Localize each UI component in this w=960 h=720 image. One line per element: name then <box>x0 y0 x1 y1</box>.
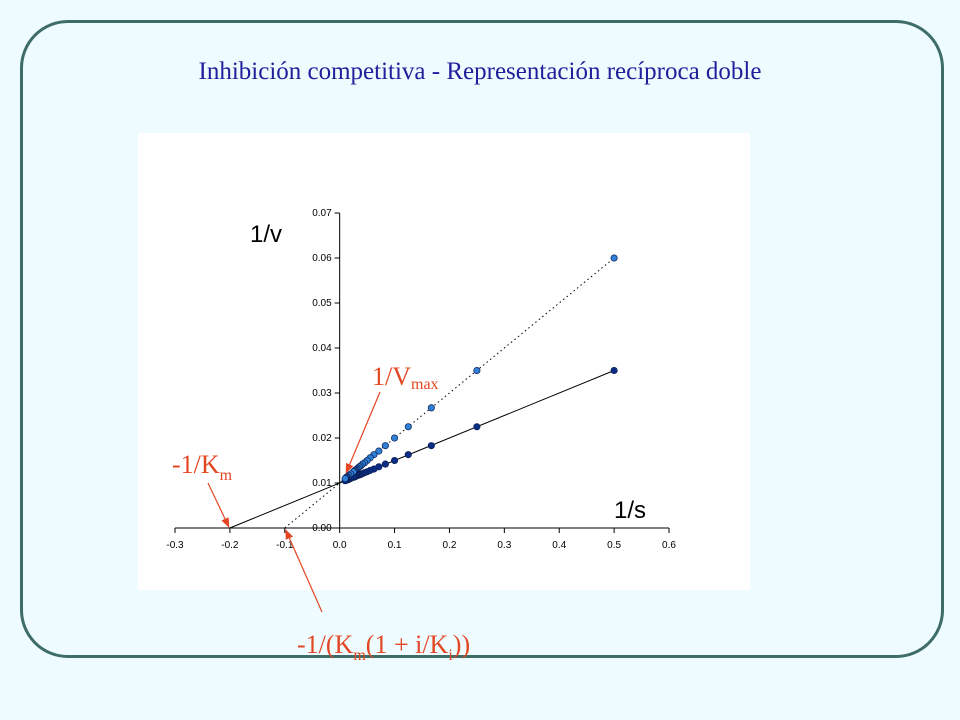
series-1-point <box>381 460 389 468</box>
plot-background <box>138 133 750 590</box>
annotation-apparent-km: -1/(Km(1 + i/Ki)) <box>297 630 470 664</box>
x-tick-label: -0.2 <box>221 540 239 551</box>
x-axis-title: 1/s <box>614 497 646 524</box>
x-tick-label: -0.1 <box>276 540 294 551</box>
x-tick-label: 0.5 <box>607 540 621 551</box>
arrow-vmax <box>345 391 381 474</box>
series-1-point <box>473 423 481 431</box>
slide-title: Inhibición competitiva - Representación … <box>198 58 762 85</box>
series-1-point <box>391 456 399 465</box>
series-2-point <box>404 423 412 431</box>
series-2-point <box>427 404 435 412</box>
series-1-line <box>229 370 615 529</box>
x-tick-label: 0.4 <box>552 540 566 551</box>
x-tick-label: 0.2 <box>442 540 456 551</box>
series-2-point <box>391 434 399 442</box>
annotation-vmax: 1/Vmax <box>372 362 439 393</box>
y-tick-label: 0.01 <box>312 478 332 489</box>
y-tick-label: 0.00 <box>312 523 332 534</box>
y-tick-label: 0.03 <box>312 388 332 399</box>
x-tick-label: 0.0 <box>333 540 347 551</box>
y-axis-title: 1/v <box>250 221 282 248</box>
y-tick-label: 0.05 <box>312 298 332 309</box>
arrow-km <box>207 482 230 528</box>
annotation-km: -1/Km <box>172 450 233 484</box>
series-2-point <box>375 447 383 455</box>
x-tick-label: -0.3 <box>166 540 184 551</box>
slide-frame <box>20 20 944 658</box>
series-2-point <box>341 474 349 483</box>
series-2-point <box>473 366 481 375</box>
y-tick-label: 0.04 <box>312 343 332 354</box>
x-tick-label: 0.6 <box>662 540 676 551</box>
x-tick-label: 0.1 <box>388 540 402 551</box>
y-tick-label: 0.06 <box>312 253 332 264</box>
series-2-point <box>381 442 389 450</box>
y-tick-label: 0.02 <box>312 433 332 444</box>
series-1-point <box>404 451 412 459</box>
y-tick-label: 0.07 <box>312 208 332 219</box>
x-tick-label: 0.3 <box>497 540 511 551</box>
arrow-apparent-km <box>285 529 323 613</box>
series-2-line <box>284 257 615 529</box>
series-1-point <box>610 366 618 375</box>
series-2-point <box>610 254 618 262</box>
series-1-point <box>427 442 435 450</box>
